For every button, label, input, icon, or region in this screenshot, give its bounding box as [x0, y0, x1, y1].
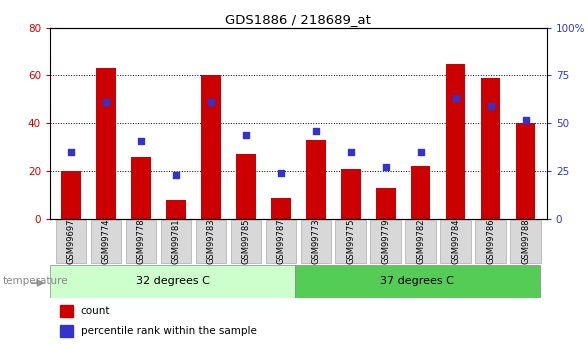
Point [206, 99, 216, 105]
Text: GSM99781: GSM99781 [172, 219, 181, 264]
Point [521, 117, 530, 122]
Point [66, 149, 76, 155]
Text: GSM99782: GSM99782 [416, 219, 425, 264]
Bar [236, 155, 256, 219]
Text: percentile rank within the sample: percentile rank within the sample [81, 326, 256, 336]
Text: GSM99783: GSM99783 [206, 219, 215, 264]
Text: GSM99697: GSM99697 [66, 219, 75, 264]
Text: 37 degrees C: 37 degrees C [380, 276, 455, 286]
FancyBboxPatch shape [406, 220, 436, 263]
Point [276, 170, 286, 176]
Text: GSM99786: GSM99786 [486, 219, 495, 264]
Bar [60, 325, 74, 337]
Text: GSM99778: GSM99778 [136, 219, 145, 264]
FancyBboxPatch shape [370, 220, 401, 263]
FancyBboxPatch shape [510, 220, 541, 263]
Point [451, 96, 460, 101]
FancyBboxPatch shape [161, 220, 191, 263]
Bar [60, 305, 74, 317]
Bar [271, 198, 290, 219]
Text: GSM99774: GSM99774 [102, 219, 111, 264]
FancyBboxPatch shape [336, 220, 366, 263]
Bar [481, 78, 500, 219]
Bar [201, 76, 220, 219]
Text: GSM99779: GSM99779 [382, 219, 390, 264]
FancyBboxPatch shape [476, 220, 506, 263]
FancyBboxPatch shape [126, 220, 156, 263]
Point [311, 128, 320, 134]
Bar [516, 123, 536, 219]
Text: GSM99788: GSM99788 [522, 219, 530, 264]
FancyBboxPatch shape [295, 265, 540, 298]
Bar [341, 169, 360, 219]
Point [171, 172, 181, 178]
Point [346, 149, 356, 155]
Bar [376, 188, 396, 219]
Point [241, 132, 250, 138]
FancyBboxPatch shape [266, 220, 296, 263]
Point [101, 99, 111, 105]
Point [416, 149, 426, 155]
FancyBboxPatch shape [56, 220, 86, 263]
Point [381, 165, 390, 170]
Text: count: count [81, 306, 111, 316]
FancyBboxPatch shape [440, 220, 471, 263]
Text: GSM99787: GSM99787 [276, 219, 285, 264]
FancyBboxPatch shape [196, 220, 226, 263]
Text: temperature: temperature [3, 276, 69, 286]
FancyBboxPatch shape [50, 265, 295, 298]
FancyBboxPatch shape [230, 220, 261, 263]
Text: GSM99773: GSM99773 [312, 219, 320, 264]
Text: 32 degrees C: 32 degrees C [135, 276, 209, 286]
Bar [306, 140, 326, 219]
Point [486, 104, 496, 109]
Bar [131, 157, 151, 219]
Text: GSM99785: GSM99785 [242, 219, 250, 264]
Bar [96, 68, 116, 219]
Bar [411, 166, 430, 219]
Point [136, 138, 146, 143]
Title: GDS1886 / 218689_at: GDS1886 / 218689_at [225, 13, 372, 27]
Text: GSM99775: GSM99775 [346, 219, 355, 264]
FancyBboxPatch shape [91, 220, 121, 263]
Text: GSM99784: GSM99784 [452, 219, 460, 264]
FancyBboxPatch shape [300, 220, 331, 263]
Bar [446, 63, 466, 219]
Bar [61, 171, 81, 219]
Bar [166, 200, 186, 219]
